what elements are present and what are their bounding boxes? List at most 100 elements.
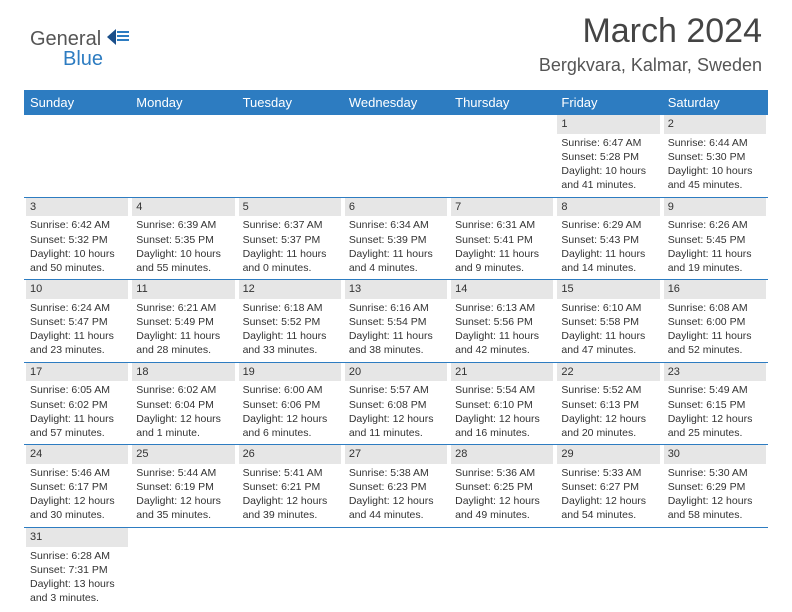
sunset-label: Sunset: 5:54 PM bbox=[349, 315, 443, 329]
daylight-label-1: Daylight: 11 hours bbox=[561, 329, 655, 343]
calendar-cell bbox=[449, 115, 555, 197]
header: General Blue March 2024 Bergkvara, Kalma… bbox=[0, 0, 792, 90]
cell-body: Sunrise: 6:24 AMSunset: 5:47 PMDaylight:… bbox=[26, 301, 128, 358]
cell-body: Sunrise: 6:44 AMSunset: 5:30 PMDaylight:… bbox=[664, 136, 766, 193]
cell-body: Sunrise: 6:02 AMSunset: 6:04 PMDaylight:… bbox=[132, 383, 234, 440]
sunset-label: Sunset: 5:32 PM bbox=[30, 233, 124, 247]
sunrise-label: Sunrise: 5:30 AM bbox=[668, 466, 762, 480]
cell-body: Sunrise: 5:41 AMSunset: 6:21 PMDaylight:… bbox=[239, 466, 341, 523]
daylight-label-2: and 52 minutes. bbox=[668, 343, 762, 357]
sunset-label: Sunset: 6:25 PM bbox=[455, 480, 549, 494]
daylight-label-2: and 3 minutes. bbox=[30, 591, 124, 605]
daylight-label-1: Daylight: 12 hours bbox=[561, 412, 655, 426]
daylight-label-1: Daylight: 12 hours bbox=[243, 494, 337, 508]
calendar-cell: 25Sunrise: 5:44 AMSunset: 6:19 PMDayligh… bbox=[130, 445, 236, 527]
sunset-label: Sunset: 5:37 PM bbox=[243, 233, 337, 247]
sunset-label: Sunset: 5:30 PM bbox=[668, 150, 762, 164]
daylight-label-2: and 25 minutes. bbox=[668, 426, 762, 440]
calendar-cell: 15Sunrise: 6:10 AMSunset: 5:58 PMDayligh… bbox=[555, 280, 661, 362]
calendar-cell: 27 Sunrise: 5:38 AMSunset: 6:23 PMDayligh… bbox=[343, 445, 449, 527]
cell-body: Sunrise: 5:38 AMSunset: 6:23 PMDaylight:… bbox=[345, 466, 447, 523]
daylight-label-1: Daylight: 11 hours bbox=[349, 329, 443, 343]
cell-body: Sunrise: 5:57 AMSunset: 6:08 PMDaylight:… bbox=[345, 383, 447, 440]
week-row: 17Sunrise: 6:05 AMSunset: 6:02 PMDayligh… bbox=[24, 363, 768, 446]
sunset-label: Sunset: 5:47 PM bbox=[30, 315, 124, 329]
calendar-cell: 31Sunrise: 6:28 AMSunset: 7:31 PMDayligh… bbox=[24, 528, 130, 610]
sunrise-label: Sunrise: 6:31 AM bbox=[455, 218, 549, 232]
day-number: 22 bbox=[557, 363, 659, 382]
weekday-tuesday: Tuesday bbox=[237, 90, 343, 115]
sunset-label: Sunset: 5:52 PM bbox=[243, 315, 337, 329]
cell-body: Sunrise: 5:30 AMSunset: 6:29 PMDaylight:… bbox=[664, 466, 766, 523]
sunset-label: Sunset: 6:02 PM bbox=[30, 398, 124, 412]
day-number: 27 bbox=[345, 445, 447, 464]
daylight-label-1: Daylight: 12 hours bbox=[349, 494, 443, 508]
day-number: 2 bbox=[664, 115, 766, 134]
sunrise-label: Sunrise: 6:08 AM bbox=[668, 301, 762, 315]
sunset-label: Sunset: 6:15 PM bbox=[668, 398, 762, 412]
location-label: Bergkvara, Kalmar, Sweden bbox=[539, 55, 762, 76]
day-number: 1 bbox=[557, 115, 659, 134]
cell-body: Sunrise: 6:05 AMSunset: 6:02 PMDaylight:… bbox=[26, 383, 128, 440]
sunrise-label: Sunrise: 5:46 AM bbox=[30, 466, 124, 480]
sunrise-label: Sunrise: 5:36 AM bbox=[455, 466, 549, 480]
daylight-label-2: and 54 minutes. bbox=[561, 508, 655, 522]
calendar-cell: 5Sunrise: 6:37 AMSunset: 5:37 PMDaylight… bbox=[237, 198, 343, 280]
calendar-cell bbox=[555, 528, 661, 610]
calendar-cell bbox=[24, 115, 130, 197]
cell-body: Sunrise: 5:52 AMSunset: 6:13 PMDaylight:… bbox=[557, 383, 659, 440]
daylight-label-1: Daylight: 11 hours bbox=[30, 412, 124, 426]
sunrise-label: Sunrise: 6:05 AM bbox=[30, 383, 124, 397]
daylight-label-1: Daylight: 10 hours bbox=[30, 247, 124, 261]
calendar-cell: 10Sunrise: 6:24 AMSunset: 5:47 PMDayligh… bbox=[24, 280, 130, 362]
calendar-cell: 19Sunrise: 6:00 AMSunset: 6:06 PMDayligh… bbox=[237, 363, 343, 445]
sunset-label: Sunset: 7:31 PM bbox=[30, 563, 124, 577]
daylight-label-1: Daylight: 12 hours bbox=[455, 412, 549, 426]
sunset-label: Sunset: 6:08 PM bbox=[349, 398, 443, 412]
calendar-cell: 26Sunrise: 5:41 AMSunset: 6:21 PMDayligh… bbox=[237, 445, 343, 527]
day-number: 18 bbox=[132, 363, 234, 382]
daylight-label-1: Daylight: 11 hours bbox=[349, 247, 443, 261]
daylight-label-1: Daylight: 11 hours bbox=[668, 329, 762, 343]
sunrise-label: Sunrise: 5:33 AM bbox=[561, 466, 655, 480]
sunset-label: Sunset: 6:19 PM bbox=[136, 480, 230, 494]
daylight-label-1: Daylight: 11 hours bbox=[243, 247, 337, 261]
week-row: 1Sunrise: 6:47 AMSunset: 5:28 PMDaylight… bbox=[24, 115, 768, 198]
calendar-cell bbox=[130, 528, 236, 610]
sunset-label: Sunset: 5:45 PM bbox=[668, 233, 762, 247]
cell-body: Sunrise: 6:26 AMSunset: 5:45 PMDaylight:… bbox=[664, 218, 766, 275]
day-number: 31 bbox=[26, 528, 128, 547]
sunset-label: Sunset: 5:58 PM bbox=[561, 315, 655, 329]
weekday-monday: Monday bbox=[130, 90, 236, 115]
week-row: 24Sunrise: 5:46 AMSunset: 6:17 PMDayligh… bbox=[24, 445, 768, 528]
cell-body: Sunrise: 5:46 AMSunset: 6:17 PMDaylight:… bbox=[26, 466, 128, 523]
sunset-label: Sunset: 6:04 PM bbox=[136, 398, 230, 412]
daylight-label-2: and 44 minutes. bbox=[349, 508, 443, 522]
sunrise-label: Sunrise: 6:39 AM bbox=[136, 218, 230, 232]
cell-body: Sunrise: 6:39 AMSunset: 5:35 PMDaylight:… bbox=[132, 218, 234, 275]
weekday-friday: Friday bbox=[555, 90, 661, 115]
sunrise-label: Sunrise: 6:47 AM bbox=[561, 136, 655, 150]
sunrise-label: Sunrise: 5:44 AM bbox=[136, 466, 230, 480]
cell-body: Sunrise: 5:36 AMSunset: 6:25 PMDaylight:… bbox=[451, 466, 553, 523]
cell-body: Sunrise: 5:44 AMSunset: 6:19 PMDaylight:… bbox=[132, 466, 234, 523]
day-number: 28 bbox=[451, 445, 553, 464]
page-title: March 2024 bbox=[539, 12, 762, 51]
cell-body: Sunrise: 6:31 AMSunset: 5:41 PMDaylight:… bbox=[451, 218, 553, 275]
calendar-cell: 6Sunrise: 6:34 AMSunset: 5:39 PMDaylight… bbox=[343, 198, 449, 280]
calendar-cell: 24Sunrise: 5:46 AMSunset: 6:17 PMDayligh… bbox=[24, 445, 130, 527]
daylight-label-2: and 20 minutes. bbox=[561, 426, 655, 440]
daylight-label-2: and 50 minutes. bbox=[30, 261, 124, 275]
daylight-label-2: and 57 minutes. bbox=[30, 426, 124, 440]
sunrise-label: Sunrise: 6:28 AM bbox=[30, 549, 124, 563]
sunset-label: Sunset: 6:00 PM bbox=[668, 315, 762, 329]
calendar-cell bbox=[130, 115, 236, 197]
cell-body: Sunrise: 6:10 AMSunset: 5:58 PMDaylight:… bbox=[557, 301, 659, 358]
sunset-label: Sunset: 5:49 PM bbox=[136, 315, 230, 329]
calendar-cell: 8Sunrise: 6:29 AMSunset: 5:43 PMDaylight… bbox=[555, 198, 661, 280]
daylight-label-2: and 55 minutes. bbox=[136, 261, 230, 275]
day-number: 7 bbox=[451, 198, 553, 217]
daylight-label-1: Daylight: 12 hours bbox=[136, 494, 230, 508]
cell-body: Sunrise: 5:49 AMSunset: 6:15 PMDaylight:… bbox=[664, 383, 766, 440]
weekday-header: Sunday Monday Tuesday Wednesday Thursday… bbox=[24, 90, 768, 115]
